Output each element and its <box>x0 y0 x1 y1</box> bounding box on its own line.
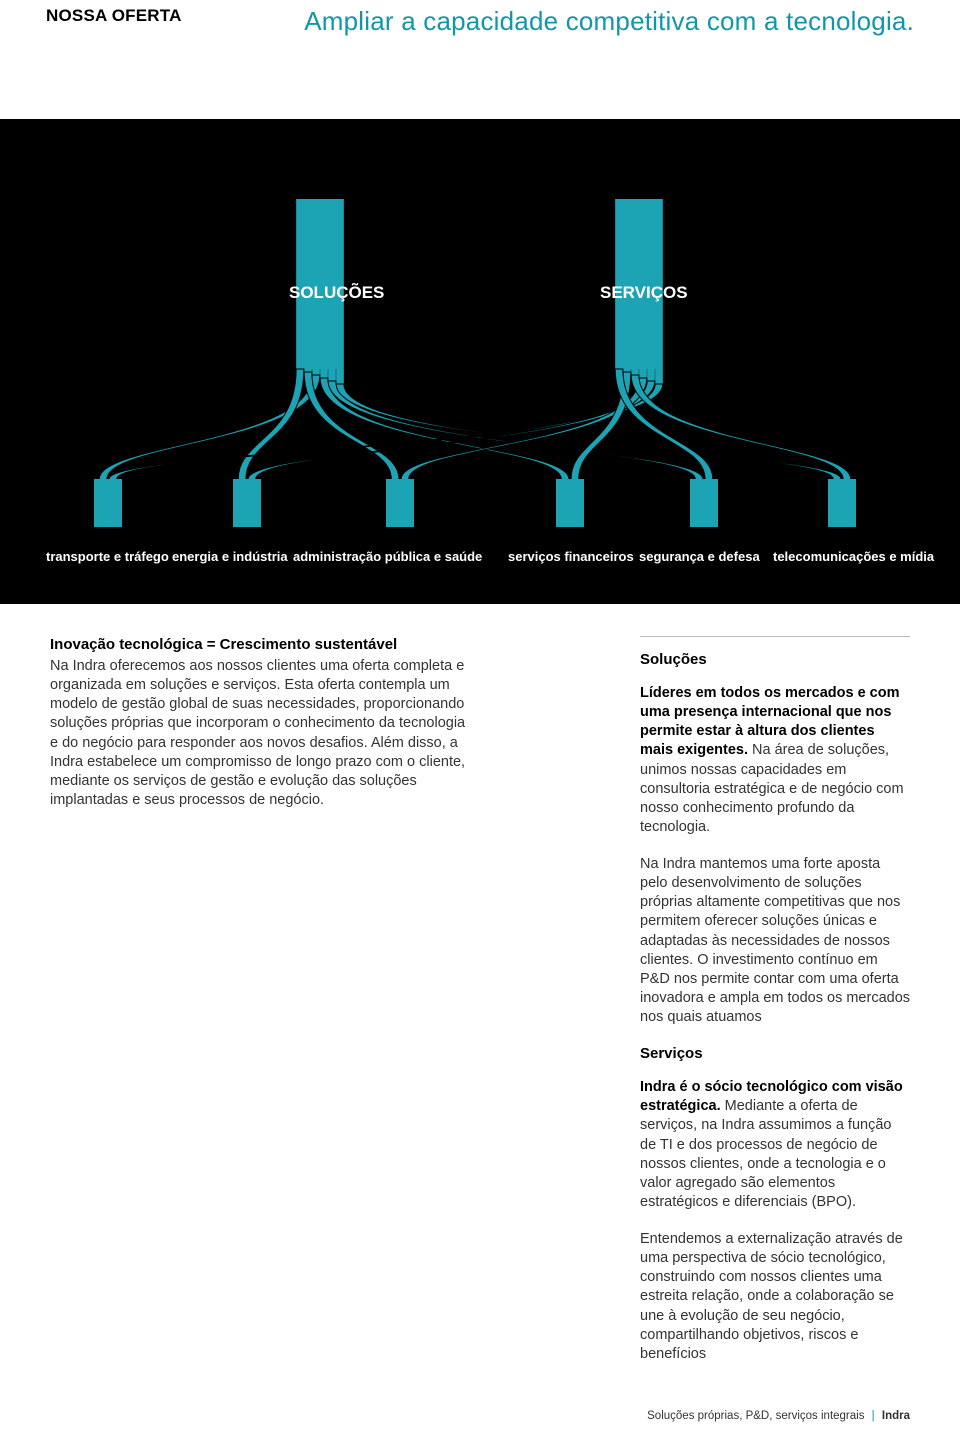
divider-rule <box>640 636 910 637</box>
side-title-solucoes: Soluções <box>640 651 910 668</box>
footer-breadcrumb: Soluções próprias, P&D, serviços integra… <box>647 1410 864 1422</box>
category-label: telecomunicações e mídia <box>773 549 934 564</box>
category-label: segurança e defesa <box>639 549 760 564</box>
footer-brand: Indra <box>882 1410 910 1422</box>
page-header: NOSSA OFERTA Ampliar a capacidade compet… <box>0 0 960 57</box>
left-paragraph: Na Indra oferecemos aos nossos clientes … <box>50 657 470 810</box>
pillar-label-servicos: SERVIÇOS <box>600 283 688 303</box>
side-lead-rest: Mediante a oferta de serviços, na Indra … <box>640 1098 891 1210</box>
page-footer: Soluções próprias, P&D, serviços integra… <box>0 1392 960 1434</box>
side-para-solucoes-1: Líderes em todos os mercados e com uma p… <box>640 684 910 837</box>
pillar-label-solucoes: SOLUÇÕES <box>289 283 384 303</box>
category-label: transporte e tráfego <box>46 549 169 564</box>
page-root: NOSSA OFERTA Ampliar a capacidade compet… <box>0 0 960 1434</box>
category-label: energia e indústria <box>172 549 288 564</box>
left-subhead: Inovação tecnológica = Crescimento suste… <box>50 636 470 653</box>
side-title-servicos: Serviços <box>640 1045 910 1062</box>
category-label: serviços financeiros <box>508 549 634 564</box>
footer-separator: | <box>872 1410 875 1422</box>
diagram-band: SOLUÇÕES SERVIÇOS transporte e tráfego e… <box>0 119 960 604</box>
side-para-solucoes-2: Na Indra mantemos uma forte aposta pelo … <box>640 855 910 1027</box>
section-title: NOSSA OFERTA <box>46 6 182 26</box>
left-column: Inovação tecnológica = Crescimento suste… <box>50 636 470 1382</box>
side-para-servicos-2: Entendemos a externalização através de u… <box>640 1230 910 1364</box>
right-column: Soluções Líderes em todos os mercados e … <box>640 636 910 1382</box>
side-para-servicos-1: Indra é o sócio tecnológico com visão es… <box>640 1078 910 1212</box>
headline: Ampliar a capacidade competitiva com a t… <box>304 6 914 37</box>
body-columns: Inovação tecnológica = Crescimento suste… <box>0 604 960 1392</box>
flow-diagram-svg <box>0 119 960 604</box>
category-label: administração pública e saúde <box>293 549 482 564</box>
